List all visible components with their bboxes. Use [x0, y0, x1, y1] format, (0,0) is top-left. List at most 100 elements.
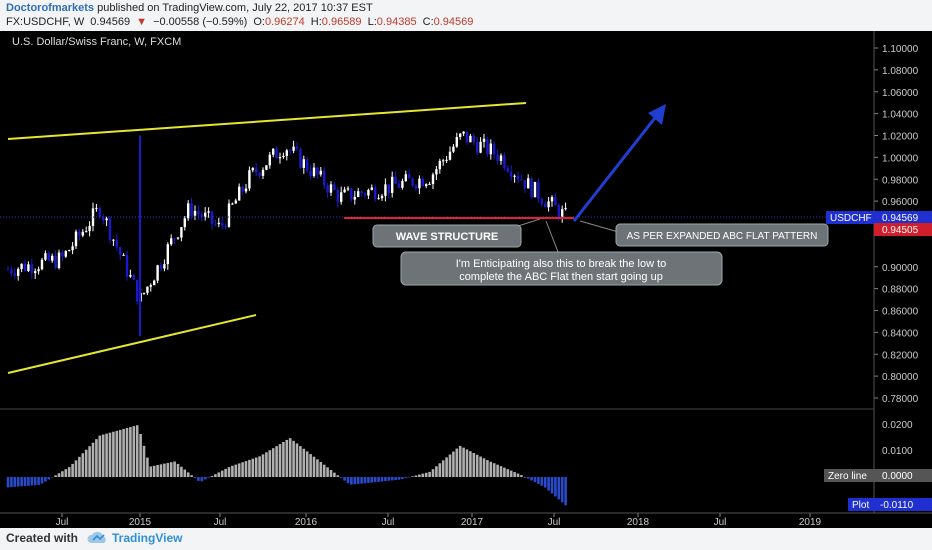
- symbol-text: FX:USDCHF, W: [6, 16, 85, 28]
- candle-body: [23, 263, 27, 271]
- histogram-bar: [214, 474, 217, 477]
- candle-body: [357, 191, 360, 197]
- candle-body: [448, 151, 452, 160]
- note-callout[interactable]: I'm Enticipating also this to break the …: [400, 251, 723, 286]
- histogram-bar: [472, 452, 476, 477]
- plot-value: -0.0110: [880, 500, 914, 511]
- price-tick-label: 0.82000: [882, 350, 919, 361]
- histogram-bar: [401, 477, 404, 479]
- histogram-bar: [506, 469, 510, 477]
- candle-body: [544, 203, 547, 208]
- chart-area[interactable]: 1.10000 1.08000 1.06000 1.04000 1.02000 1.000…: [0, 31, 932, 528]
- histogram-bar: [27, 477, 30, 486]
- candle-body: [47, 253, 50, 261]
- histogram-bar: [373, 477, 377, 483]
- histogram-bar: [173, 461, 176, 477]
- candle-body: [431, 174, 435, 184]
- projection-arrow[interactable]: [572, 108, 664, 222]
- candle-body: [207, 211, 210, 213]
- histogram-bar: [482, 458, 486, 477]
- histogram-bar: [254, 457, 258, 477]
- publication-line: Doctorofmarkets published on TradingView…: [6, 2, 373, 14]
- zero-line-value: 0.0000: [882, 471, 913, 482]
- candle-body: [486, 138, 489, 155]
- histogram-bar: [370, 477, 374, 483]
- candle-body: [550, 197, 554, 202]
- candle-body: [115, 239, 118, 248]
- plot-badge[interactable]: Plot -0.0110: [848, 498, 932, 511]
- candle-body: [272, 148, 275, 155]
- zero-line-badge[interactable]: Zero line 0.0000: [824, 469, 932, 482]
- histogram-bar: [129, 427, 132, 477]
- candle-body: [493, 143, 496, 155]
- histogram-bar: [152, 465, 156, 477]
- candle-body: [346, 188, 350, 190]
- candle-body: [187, 203, 190, 219]
- histogram-bar: [397, 477, 401, 480]
- last-price-badge[interactable]: USDCHF 0.94569: [826, 211, 932, 224]
- upper-trendline[interactable]: [7, 102, 527, 140]
- histogram-bar: [479, 456, 482, 477]
- histogram-bar: [543, 477, 547, 488]
- candle-body: [10, 269, 13, 274]
- histogram-bar: [135, 425, 139, 477]
- histogram-bar: [530, 477, 533, 481]
- price-tick-label: 1.06000: [882, 88, 919, 99]
- candle-body: [119, 247, 122, 255]
- histogram-bar: [465, 449, 469, 477]
- histogram-bar: [424, 472, 428, 477]
- histogram-bar: [309, 454, 312, 477]
- histogram-bar: [533, 477, 537, 483]
- candle-body: [513, 175, 516, 177]
- histogram-bar: [57, 473, 61, 477]
- candle-body: [136, 279, 139, 302]
- wave-structure-callout[interactable]: WAVE STRUCTURE: [372, 224, 522, 248]
- open-value: 0.96274: [264, 16, 305, 28]
- candle-body: [554, 197, 557, 206]
- histogram-bar: [47, 477, 51, 480]
- histogram-bar: [435, 466, 438, 477]
- histogram-bar: [261, 454, 265, 477]
- tradingview-cloud-icon[interactable]: [86, 530, 110, 546]
- candle-body: [380, 195, 384, 199]
- histogram-bar: [302, 448, 306, 477]
- chart-canvas[interactable]: 1.10000 1.08000 1.06000 1.04000 1.02000 1.000…: [0, 31, 932, 528]
- candle-body: [537, 181, 540, 200]
- pattern-callout[interactable]: AS PER EXPANDED ABC FLAT PATTERN: [615, 223, 829, 247]
- histogram-bar: [88, 446, 91, 477]
- candle-body: [309, 170, 312, 177]
- candle-body: [530, 178, 533, 198]
- candle-body: [275, 148, 278, 159]
- candle-body: [411, 178, 414, 186]
- candle-body: [527, 178, 530, 189]
- candle-body: [57, 252, 61, 269]
- candle-body: [363, 193, 367, 196]
- level-price-badge[interactable]: 0.94505: [874, 223, 932, 236]
- arrow-head-icon: [648, 104, 666, 125]
- candle-body: [438, 160, 441, 170]
- price-axis[interactable]: 1.10000 1.08000 1.06000 1.04000 1.02000 1.000…: [874, 44, 919, 457]
- candle-body: [85, 231, 88, 233]
- histogram-bar: [523, 476, 527, 478]
- author-link[interactable]: Doctorofmarkets: [6, 2, 95, 14]
- candle-body: [261, 169, 265, 176]
- histogram-bar: [200, 477, 204, 482]
- candle-body: [210, 211, 214, 224]
- histogram-bar: [251, 458, 255, 477]
- tradingview-link[interactable]: TradingView: [112, 531, 183, 545]
- osc-tick-label: 0.0200: [882, 420, 913, 431]
- candle-body: [200, 214, 203, 218]
- lower-trendline[interactable]: [7, 314, 257, 374]
- histogram-bar: [560, 477, 564, 503]
- candle-body: [37, 269, 40, 272]
- histogram-bar: [44, 477, 47, 482]
- time-axis[interactable]: Jul 2015 Jul 2016 Jul 2017 Jul 2018 Jul 2019: [56, 513, 822, 528]
- histogram-bar: [67, 467, 71, 477]
- candle-body: [435, 169, 438, 175]
- price-tick-label: 0.84000: [882, 328, 919, 339]
- candle-body: [149, 285, 152, 287]
- candle-body: [241, 186, 244, 192]
- histogram-bar: [295, 443, 299, 477]
- histogram-bar: [285, 439, 289, 477]
- candle-body: [510, 171, 513, 177]
